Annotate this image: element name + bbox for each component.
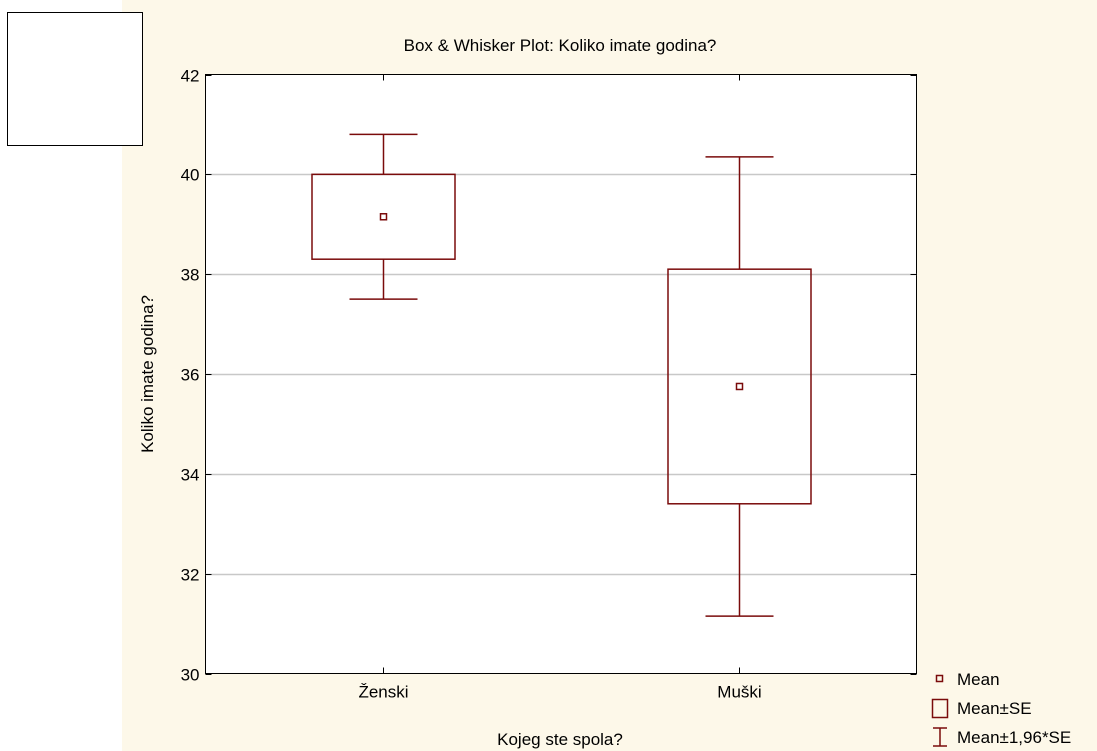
- y-tick-label: 30: [181, 666, 200, 685]
- x-tick-label: Ženski: [358, 683, 408, 702]
- legend-se-icon: [931, 698, 949, 719]
- y-tick-label: 36: [181, 366, 200, 385]
- se-box: [311, 173, 456, 260]
- legend-mean-icon: [935, 674, 944, 683]
- legend-mean-label: Mean: [957, 670, 1000, 689]
- y-tick-label: 38: [181, 266, 200, 285]
- x-axis: Ženski Muški: [358, 74, 762, 702]
- legend-se-label: Mean±SE: [957, 699, 1032, 718]
- legend-ci-label: Mean±1,96*SE: [957, 728, 1071, 747]
- chart-title: Box & Whisker Plot: Koliko imate godina?: [404, 36, 717, 55]
- y-tick-label: 40: [181, 166, 200, 185]
- legend-ci-icon: [933, 727, 947, 747]
- y-tick-label: 42: [181, 67, 200, 86]
- mean-marker: [379, 213, 388, 221]
- y-tick-label: 32: [181, 566, 200, 585]
- boxes: [311, 133, 812, 617]
- mean-marker: [735, 382, 744, 391]
- x-tick-label: Muški: [717, 683, 761, 702]
- se-box: [667, 268, 812, 505]
- legend: Mean Mean±SE Mean±1,96*SE: [931, 670, 1071, 747]
- x-axis-label: Kojeg ste spola?: [497, 730, 623, 749]
- y-tick-label: 34: [181, 466, 200, 485]
- empty-box: [7, 12, 143, 146]
- y-axis: 30 32 34 36 38 40 42: [181, 67, 917, 685]
- y-axis-label: Koliko imate godina?: [138, 295, 157, 453]
